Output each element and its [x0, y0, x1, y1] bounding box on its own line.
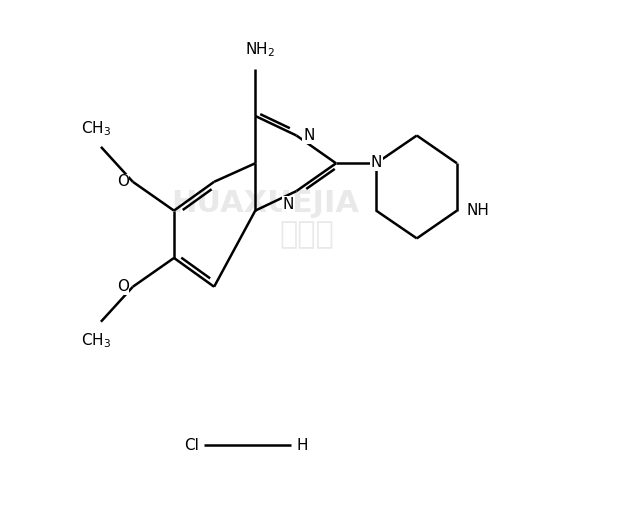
- Text: N: N: [283, 197, 294, 212]
- Text: HUAXUEJIA: HUAXUEJIA: [172, 189, 359, 218]
- Text: CH$_3$: CH$_3$: [81, 331, 111, 349]
- Text: CH$_3$: CH$_3$: [81, 119, 111, 138]
- Text: O: O: [117, 174, 129, 189]
- Text: N: N: [303, 128, 314, 143]
- Text: NH: NH: [466, 203, 489, 218]
- Text: Cl: Cl: [184, 438, 198, 453]
- Text: H: H: [297, 438, 308, 453]
- Text: N: N: [370, 155, 382, 170]
- Text: O: O: [117, 279, 129, 294]
- Text: NH$_2$: NH$_2$: [245, 41, 276, 59]
- Text: 化学加: 化学加: [280, 220, 334, 249]
